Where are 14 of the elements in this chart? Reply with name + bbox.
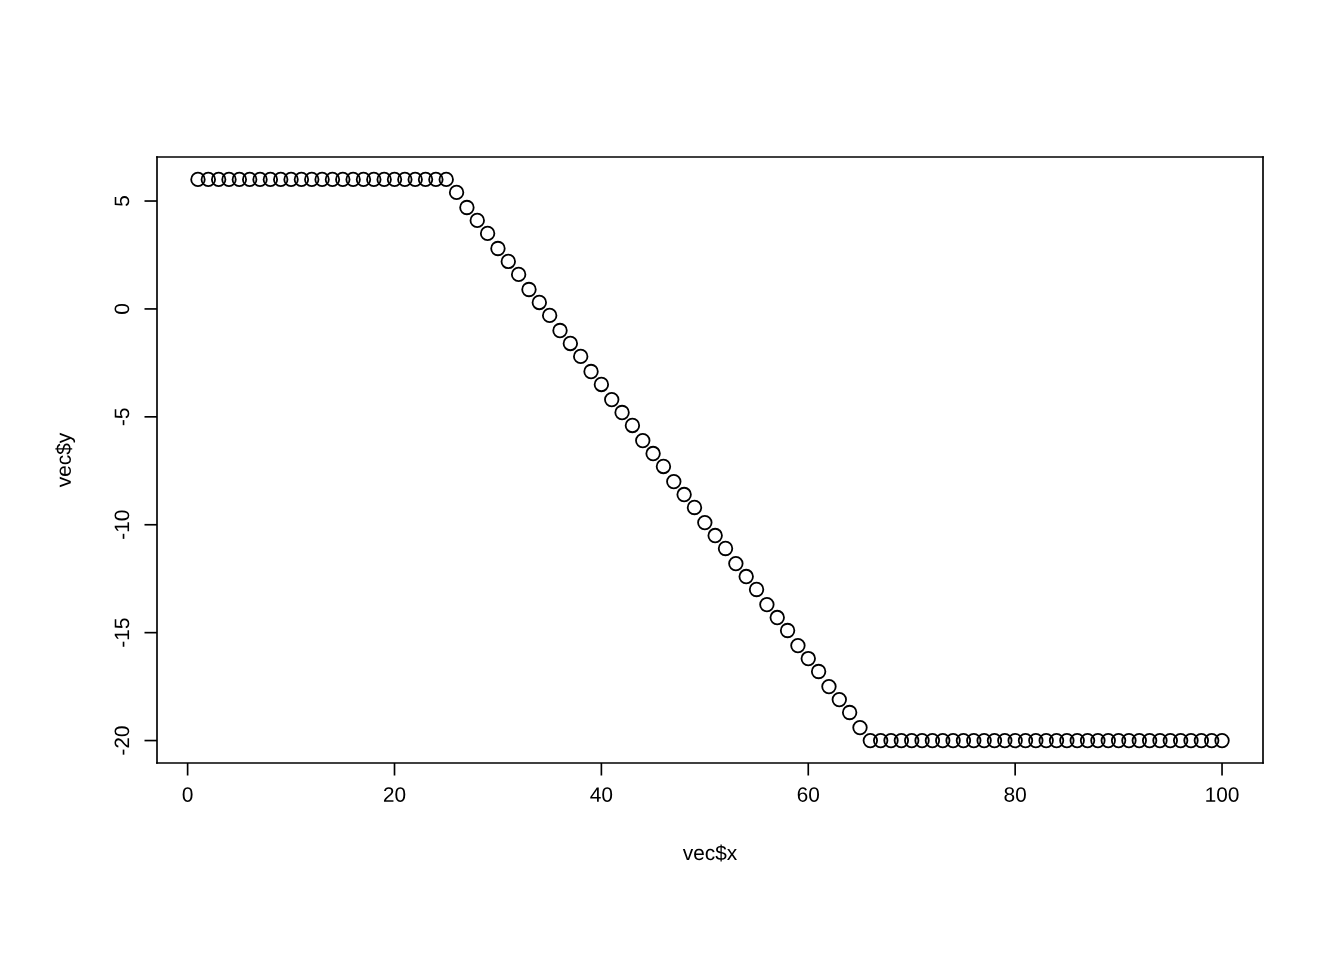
y-tick-label: -15 — [114, 618, 130, 647]
y-tick-label: -10 — [114, 510, 130, 539]
x-tick-label: 20 — [383, 787, 406, 802]
y-tick-label: 5 — [114, 196, 130, 206]
x-tick-label: 0 — [182, 787, 193, 802]
y-tick-label: 0 — [114, 303, 130, 314]
x-tick-label: 80 — [1004, 787, 1026, 802]
x-tick-label: 100 — [1206, 787, 1239, 802]
x-tick-label: 40 — [590, 787, 613, 802]
y-axis-title: vec$y — [55, 432, 76, 488]
x-axis-title: vec$x — [682, 844, 737, 862]
x-tick-label: 60 — [797, 787, 820, 802]
y-tick-label: -5 — [114, 408, 130, 426]
y-tick-label: -20 — [114, 726, 130, 755]
